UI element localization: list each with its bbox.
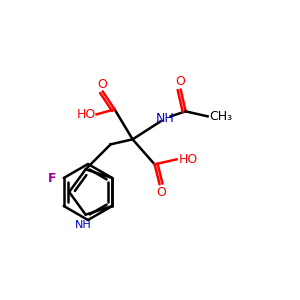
Text: NH: NH bbox=[75, 220, 92, 230]
Text: F: F bbox=[47, 172, 56, 184]
Text: O: O bbox=[176, 75, 186, 88]
Text: HO: HO bbox=[77, 108, 96, 121]
Text: O: O bbox=[98, 78, 108, 91]
Text: HO: HO bbox=[179, 153, 198, 166]
Text: CH₃: CH₃ bbox=[209, 110, 232, 123]
Text: O: O bbox=[157, 186, 166, 199]
Text: NH: NH bbox=[156, 112, 175, 125]
